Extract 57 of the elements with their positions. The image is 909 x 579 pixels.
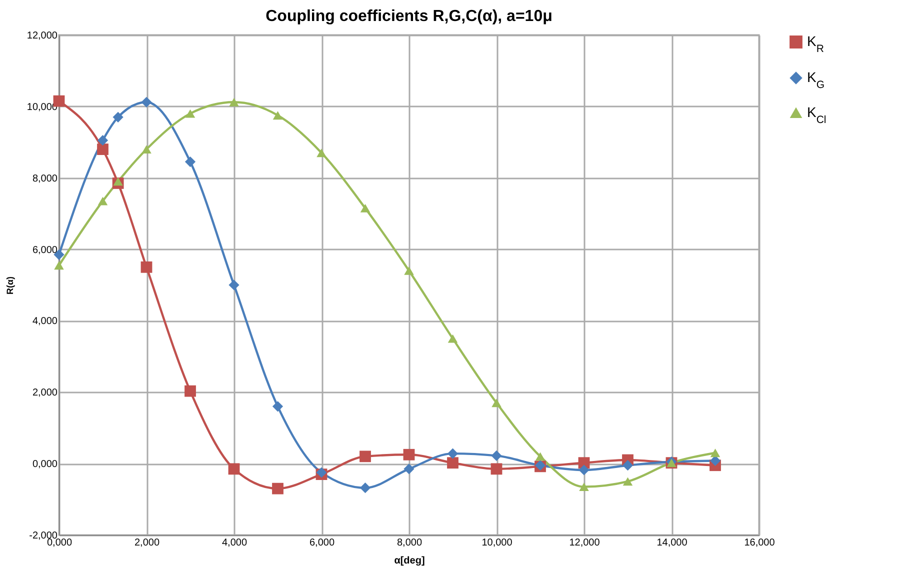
point [492, 398, 502, 408]
y-tick-label: 2,000 [32, 388, 58, 399]
x-tick-label: 12,000 [569, 538, 600, 548]
point [578, 464, 590, 476]
point [141, 96, 152, 108]
point [272, 111, 283, 120]
point [98, 196, 108, 206]
legend-label: K$_{R}$ [807, 33, 824, 55]
point [184, 156, 196, 168]
point [229, 98, 239, 106]
point [316, 148, 326, 158]
point [140, 261, 152, 273]
y-tick-label: 6,000 [32, 244, 58, 256]
point [272, 401, 284, 412]
y-axis-title: R(α) [4, 276, 15, 295]
point [97, 135, 108, 146]
x-tick-label: 10,000 [482, 538, 513, 548]
point [185, 109, 196, 118]
point [360, 204, 370, 212]
point [272, 482, 284, 494]
point [447, 457, 458, 469]
point [448, 334, 458, 343]
point [403, 448, 415, 460]
point [228, 280, 240, 290]
point [490, 463, 502, 475]
x-tick-label: 14,000 [656, 538, 688, 548]
point [184, 385, 196, 397]
point [404, 464, 414, 474]
legend-label: K$_{Cl}$ [807, 104, 826, 126]
y-tick-label: 4,000 [32, 316, 58, 328]
x-axis-title: α[deg] [394, 556, 425, 566]
point [228, 463, 240, 475]
point [622, 477, 633, 486]
x-tick-label: 6,000 [309, 538, 335, 548]
point [447, 448, 458, 459]
point [491, 450, 502, 462]
y-tick-label: 8,000 [32, 173, 58, 184]
chart-title: Coupling coefficients R,G,C(α), a=10μ [266, 8, 552, 25]
point [54, 261, 64, 270]
point [404, 266, 414, 275]
x-tick-label: 4,000 [222, 538, 248, 548]
point [622, 460, 634, 471]
point [360, 450, 371, 462]
point [579, 482, 589, 492]
point [535, 452, 546, 461]
x-tick-label: 16,000 [744, 538, 776, 548]
point [113, 177, 123, 186]
x-tick-label: 2,000 [134, 538, 160, 548]
point [710, 448, 720, 458]
point [142, 145, 152, 154]
point [97, 144, 108, 155]
legend-label: K$_{G}$ [807, 69, 825, 91]
y-tick-label: 12,000 [26, 30, 58, 42]
y-tick-label: 0,000 [32, 459, 58, 470]
point [112, 112, 124, 122]
x-tick-label: 8,000 [396, 538, 422, 548]
point [360, 482, 371, 494]
